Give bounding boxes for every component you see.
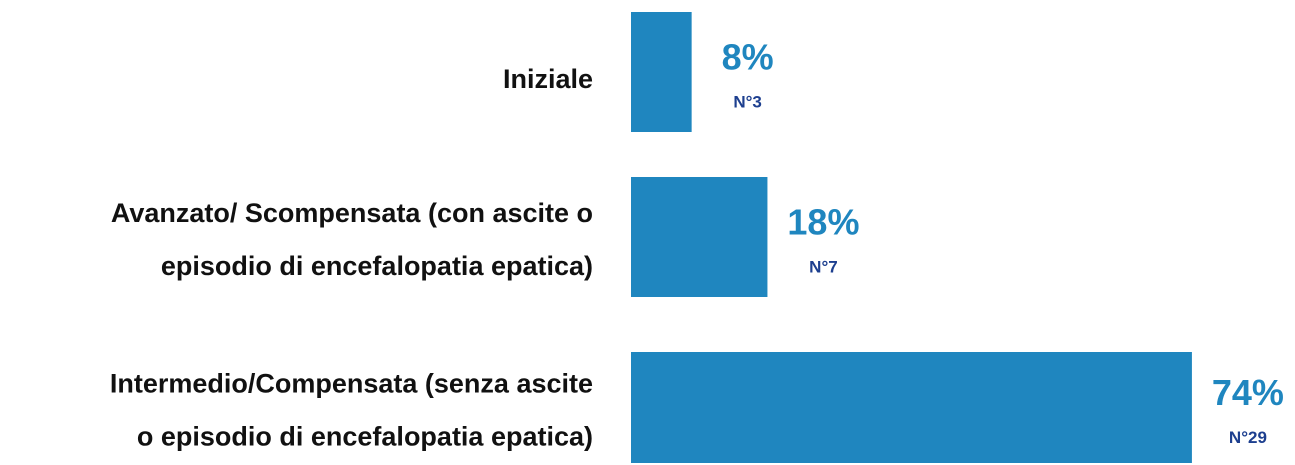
- category-label: Intermedio/Compensata (senza ascite: [110, 369, 593, 399]
- category-label: Avanzato/ Scompensata (con ascite o: [111, 198, 593, 228]
- bar: [631, 177, 768, 297]
- count-label: N°7: [809, 257, 838, 276]
- bar: [631, 352, 1192, 463]
- category-label: episodio di encefalopatia epatica): [161, 251, 593, 281]
- category-label: Iniziale: [503, 64, 593, 94]
- count-label: N°29: [1229, 428, 1267, 447]
- value-label: 18%: [787, 202, 859, 243]
- category-label: o episodio di encefalopatia epatica): [137, 422, 593, 452]
- value-label: 8%: [722, 37, 774, 78]
- bar: [631, 12, 692, 132]
- value-label: 74%: [1212, 372, 1284, 413]
- count-label: N°3: [733, 92, 762, 111]
